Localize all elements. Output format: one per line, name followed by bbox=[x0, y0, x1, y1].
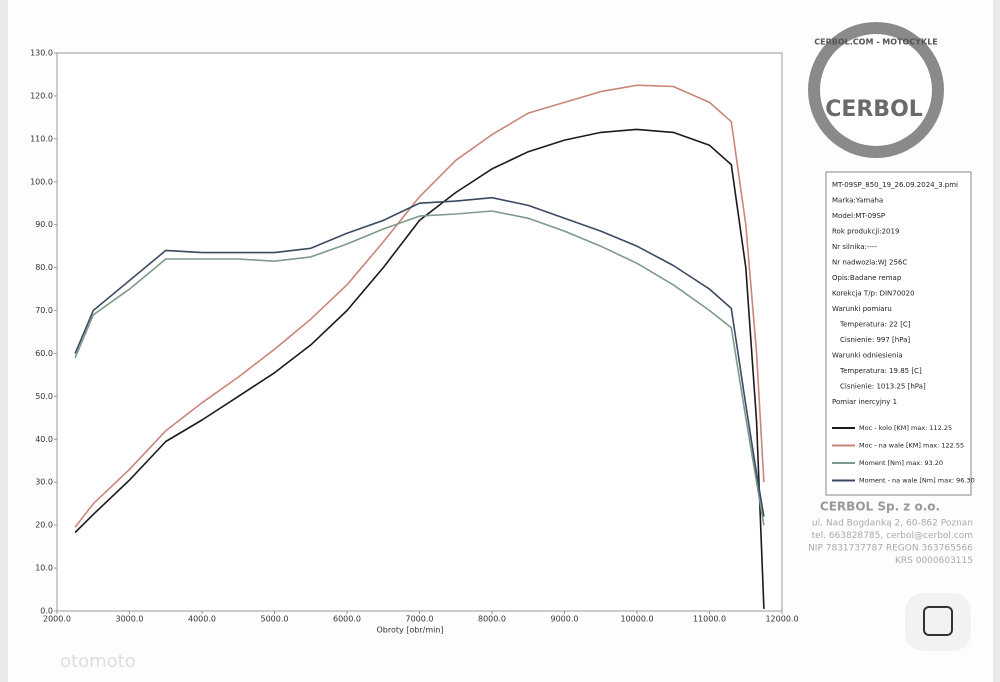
y-tick-label: 120.0 bbox=[30, 91, 53, 100]
info-line: MT-09SP_850_19_26.09.2024_3.pmi bbox=[832, 181, 958, 189]
y-tick-label: 10.0 bbox=[35, 564, 53, 573]
info-line: Cisnienie: 997 [hPa] bbox=[840, 336, 910, 344]
info-line: Marka:Yamaha bbox=[832, 197, 883, 205]
info-line: Model:MT-09SP bbox=[832, 212, 885, 220]
y-tick-label: 100.0 bbox=[30, 177, 53, 186]
y-tick-label: 20.0 bbox=[35, 521, 53, 530]
info-line: Temperatura: 22 [C] bbox=[839, 321, 911, 329]
company-line: KRS 0000603115 bbox=[895, 556, 973, 566]
y-tick-label: 110.0 bbox=[30, 134, 53, 143]
company-name: CERBOL Sp. z o.o. bbox=[820, 500, 940, 514]
x-tick-label: 2000.0 bbox=[43, 615, 71, 624]
info-line: Temperatura: 19.85 [C] bbox=[839, 367, 922, 375]
legend-label: Moment - na wale [Nm] max: 96.30 bbox=[859, 477, 975, 485]
legend-label: Moc - kolo [KM] max: 112.25 bbox=[859, 424, 952, 432]
x-tick-label: 11000.0 bbox=[693, 615, 726, 624]
y-tick-label: 80.0 bbox=[35, 263, 53, 272]
logo: CERBOL.COM - MOTOCYKLE CERBOL bbox=[808, 22, 944, 158]
info-line: Rok produkcji:2019 bbox=[832, 228, 899, 236]
info-line: Nr nadwozia:WJ 256C bbox=[832, 259, 907, 267]
info-line: Nr silnika:---- bbox=[832, 243, 877, 251]
info-line: Warunki pomiaru bbox=[832, 305, 892, 313]
x-tick-label: 3000.0 bbox=[116, 615, 144, 624]
x-tick-label: 8000.0 bbox=[478, 615, 506, 624]
y-tick-label: 130.0 bbox=[30, 49, 53, 58]
y-tick-label: 60.0 bbox=[35, 349, 53, 358]
company-line: tel. 663828785, cerbol@cerbol.com bbox=[812, 531, 973, 541]
scan-icon bbox=[923, 606, 953, 636]
watermark: otomoto bbox=[60, 651, 136, 672]
legend-label: Moment [Nm] max: 93.20 bbox=[859, 459, 943, 467]
series-line bbox=[74, 196, 765, 517]
logo-inner bbox=[820, 34, 932, 146]
y-tick-label: 90.0 bbox=[35, 220, 53, 229]
info-line: Cisnienie: 1013.25 [hPa] bbox=[840, 383, 926, 391]
x-tick-label: 12000.0 bbox=[765, 615, 798, 624]
info-panel bbox=[825, 171, 972, 496]
y-tick-label: 50.0 bbox=[35, 392, 53, 401]
x-tick-label: 6000.0 bbox=[333, 615, 361, 624]
x-tick-label: 9000.0 bbox=[551, 615, 579, 624]
logo-name: CERBOL bbox=[825, 97, 923, 122]
y-tick-label: 40.0 bbox=[35, 435, 53, 444]
plot-frame bbox=[56, 52, 783, 612]
legend-label: Moc - na wale [KM] max: 122.55 bbox=[859, 442, 964, 450]
x-tick-label: 7000.0 bbox=[406, 615, 434, 624]
logo-ring: CERBOL.COM - MOTOCYKLE bbox=[814, 38, 938, 47]
x-tick-label: 10000.0 bbox=[620, 615, 653, 624]
company-line: ul. Nad Bogdanką 2, 60-862 Poznan bbox=[812, 519, 973, 529]
y-tick-label: 0.0 bbox=[40, 607, 53, 616]
scan-button[interactable] bbox=[905, 593, 971, 651]
series-line bbox=[74, 210, 765, 526]
info-line: Korekcja T/p: DIN70020 bbox=[832, 290, 915, 298]
info-line: Opis:Badane remap bbox=[832, 274, 902, 282]
company-line: NIP 7831737787 REGON 363765566 bbox=[808, 544, 973, 554]
y-tick-label: 30.0 bbox=[35, 478, 53, 487]
series-line bbox=[74, 128, 765, 609]
info-line: Warunki odniesienia bbox=[832, 352, 903, 360]
x-tick-label: 4000.0 bbox=[188, 615, 216, 624]
info-line: Pomiar inercyjny 1 bbox=[832, 398, 897, 406]
series-line bbox=[74, 84, 765, 528]
y-tick-label: 70.0 bbox=[35, 306, 53, 315]
x-tick-label: 5000.0 bbox=[261, 615, 289, 624]
x-axis-label: Obroty [obr/min] bbox=[376, 626, 443, 635]
